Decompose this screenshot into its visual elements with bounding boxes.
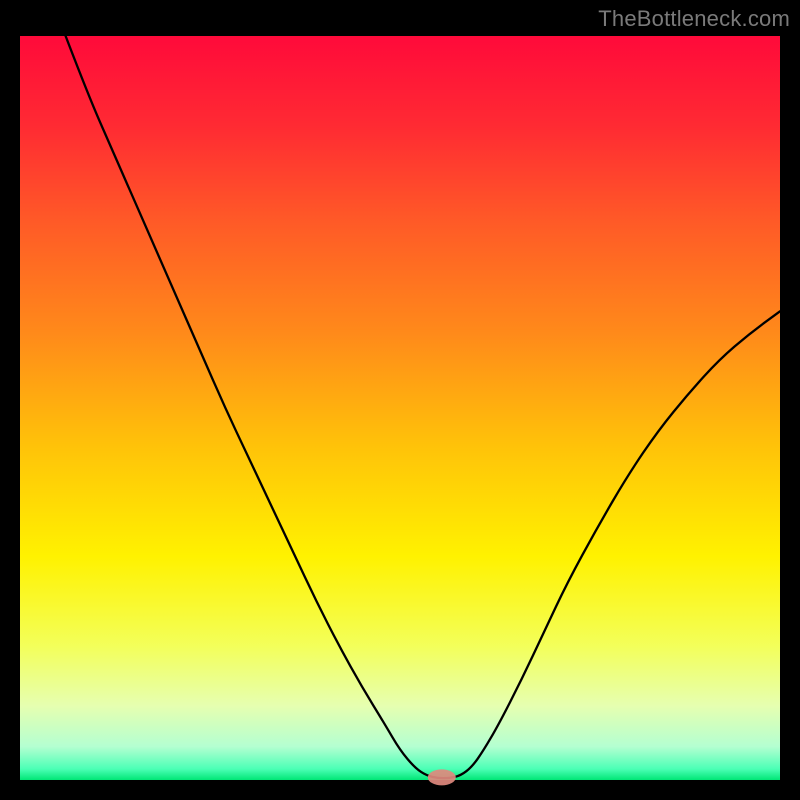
watermark-text: TheBottleneck.com [598, 6, 790, 32]
chart-container: TheBottleneck.com [0, 0, 800, 800]
optimal-marker [428, 769, 456, 785]
bottleneck-chart [0, 0, 800, 800]
plot-background [20, 36, 780, 780]
